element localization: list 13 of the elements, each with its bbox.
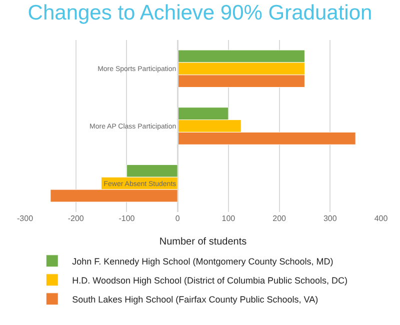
x-tick-label: 100	[222, 214, 236, 223]
chart-title: Changes to Achieve 90% Graduation	[28, 2, 372, 25]
legend-label: John F. Kennedy High School (Montgomery County Schools, MD)	[72, 256, 334, 266]
legend-label: H.D. Woodson High School (District of Columbia Public Schools, DC)	[72, 275, 348, 286]
x-tick-label: -300	[16, 214, 34, 223]
x-axis-title: Number of students	[159, 236, 247, 248]
x-tick-label: 300	[323, 214, 338, 223]
x-tick-label: 0	[175, 214, 180, 223]
x-tick-label: -200	[68, 214, 84, 223]
x-tick-label: 200	[272, 214, 287, 223]
x-tick-label: -100	[118, 214, 136, 223]
legend-label: South Lakes High School (Fairfax County Public Schools, VA)	[72, 294, 318, 304]
x-tick-label: 400	[374, 214, 388, 223]
